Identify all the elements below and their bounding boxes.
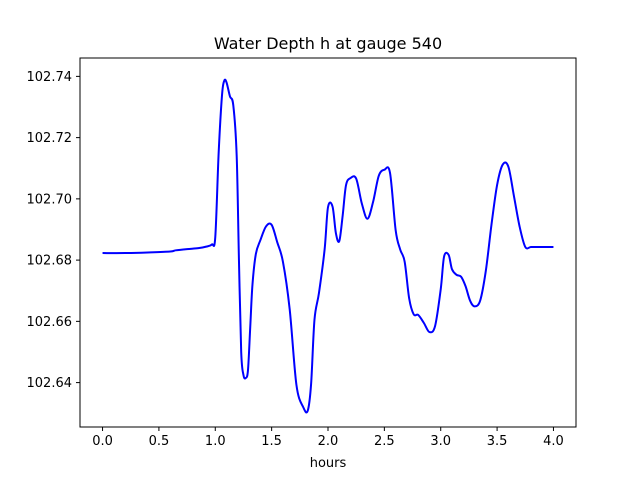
- x-tick-label: 4.0: [543, 434, 564, 449]
- y-tick-label: 102.68: [27, 254, 73, 269]
- x-tick-label: 0.5: [149, 434, 170, 449]
- x-tick-label: 2.5: [374, 434, 395, 449]
- y-tick-label: 102.72: [27, 131, 73, 146]
- y-tick-label: 102.74: [27, 70, 73, 85]
- x-tick-label: 0.0: [92, 434, 113, 449]
- plot-frame: [79, 57, 577, 428]
- y-tick-label: 102.64: [27, 376, 73, 391]
- water-depth-line: [102, 78, 554, 414]
- x-tick-label: 3.5: [487, 434, 508, 449]
- x-tick-label: 1.5: [261, 434, 282, 449]
- chart-title: Water Depth h at gauge 540: [214, 34, 442, 53]
- y-tick-label: 102.66: [27, 315, 73, 330]
- x-tick-label: 3.0: [430, 434, 451, 449]
- x-tick-label: 2.0: [318, 434, 339, 449]
- axis-ticks: 0.0 0.5 1.0 1.5 2.0 2.5 3.0 3.5 4.0 102.64 102.66 1…: [27, 70, 564, 449]
- y-tick-label: 102.70: [27, 192, 73, 207]
- x-axis-label: hours: [310, 456, 347, 471]
- x-tick-label: 1.0: [205, 434, 226, 449]
